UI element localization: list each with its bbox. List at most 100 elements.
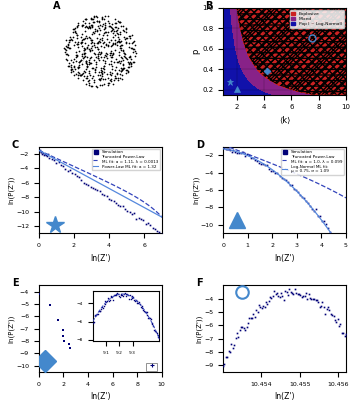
Point (126, 60, 132, 66)
Point (102, 22, 108, 28)
Point (120, 23, 126, 29)
Point (109, 42, 114, 48)
Point (83, 75, 89, 81)
Point (93, 13, 98, 20)
Point (105, 80, 110, 86)
Point (73, 48, 79, 55)
Point (115, 31, 121, 38)
Point (110, 81, 115, 87)
Point (94, 84, 100, 90)
Point (126, 44, 132, 50)
Point (120, 65, 126, 72)
Point (78, 40, 84, 46)
Point (72, 42, 77, 48)
Point (117, 59, 122, 66)
Point (95, 44, 100, 50)
Point (84, 54, 90, 60)
Point (75, 69, 80, 75)
X-axis label: ln(Z'): ln(Z') (90, 392, 110, 400)
Point (84, 24, 90, 30)
Point (72, 28, 78, 35)
Point (92, 25, 98, 32)
Point (94, 14, 100, 20)
Y-axis label: ln(P(Z')): ln(P(Z')) (8, 314, 15, 343)
Point (99, 72, 104, 79)
Point (96, 49, 102, 56)
Point (89, 43, 95, 49)
Point (101, 16, 107, 22)
Point (96, 69, 102, 76)
Point (81, 47, 87, 53)
Point (103, 52, 108, 58)
Point (108, 54, 114, 60)
Point (76, 70, 82, 76)
Point (83, 66, 88, 72)
Point (116, 36, 122, 42)
Point (108, 71, 113, 78)
Point (101, 66, 106, 72)
Point (118, 68, 124, 74)
Point (97, 76, 103, 82)
Point (80, 22, 86, 28)
Point (79, 72, 84, 78)
Point (94, 18, 100, 24)
Point (109, 70, 114, 76)
Point (132, 53, 138, 59)
Legend: Simulation, Truncated Power-Law
ML fit: a = 1.0, λ = 0.099, Log-Normal ML fit:
μ: Simulation, Truncated Power-Law ML fit: … (281, 149, 344, 175)
Point (67, 34, 73, 40)
Point (118, 58, 124, 64)
Point (117, 75, 123, 82)
Point (79, 39, 84, 46)
Point (90, 36, 95, 43)
Point (96, 75, 102, 82)
Point (94, 39, 100, 46)
Point (106, 42, 111, 48)
Point (95, 51, 101, 58)
Point (74, 52, 80, 59)
Point (80, 77, 85, 83)
Point (91, 42, 97, 48)
Point (99, 22, 104, 29)
Point (125, 68, 131, 75)
Point (95, 46, 101, 53)
Point (100, 76, 106, 82)
Point (114, 20, 119, 26)
Point (117, 19, 122, 26)
Point (72, 29, 78, 36)
Point (83, 33, 89, 39)
Point (131, 38, 136, 45)
Point (65, 62, 71, 69)
Point (96, 38, 102, 44)
Point (98, 65, 104, 71)
Point (73, 38, 78, 45)
Point (119, 38, 124, 44)
Point (68, 64, 74, 70)
Point (127, 34, 133, 41)
Point (121, 65, 127, 71)
Point (123, 35, 128, 42)
Point (105, 81, 111, 88)
Point (127, 52, 133, 59)
Point (96, 25, 102, 32)
Point (117, 39, 123, 45)
Point (109, 72, 114, 78)
Point (86, 77, 92, 83)
Point (97, 38, 103, 45)
Point (110, 25, 116, 32)
Point (126, 40, 132, 46)
Point (114, 58, 120, 65)
Point (101, 81, 106, 88)
Text: E: E (12, 278, 18, 288)
Point (102, 69, 107, 76)
Point (88, 16, 94, 23)
Point (71, 68, 76, 74)
Point (108, 49, 114, 56)
Point (67, 37, 72, 44)
Point (95, 27, 100, 34)
Point (89, 82, 95, 89)
Point (84, 16, 89, 23)
Point (78, 72, 84, 79)
Point (68, 66, 74, 72)
Point (117, 31, 123, 37)
Point (78, 57, 84, 64)
